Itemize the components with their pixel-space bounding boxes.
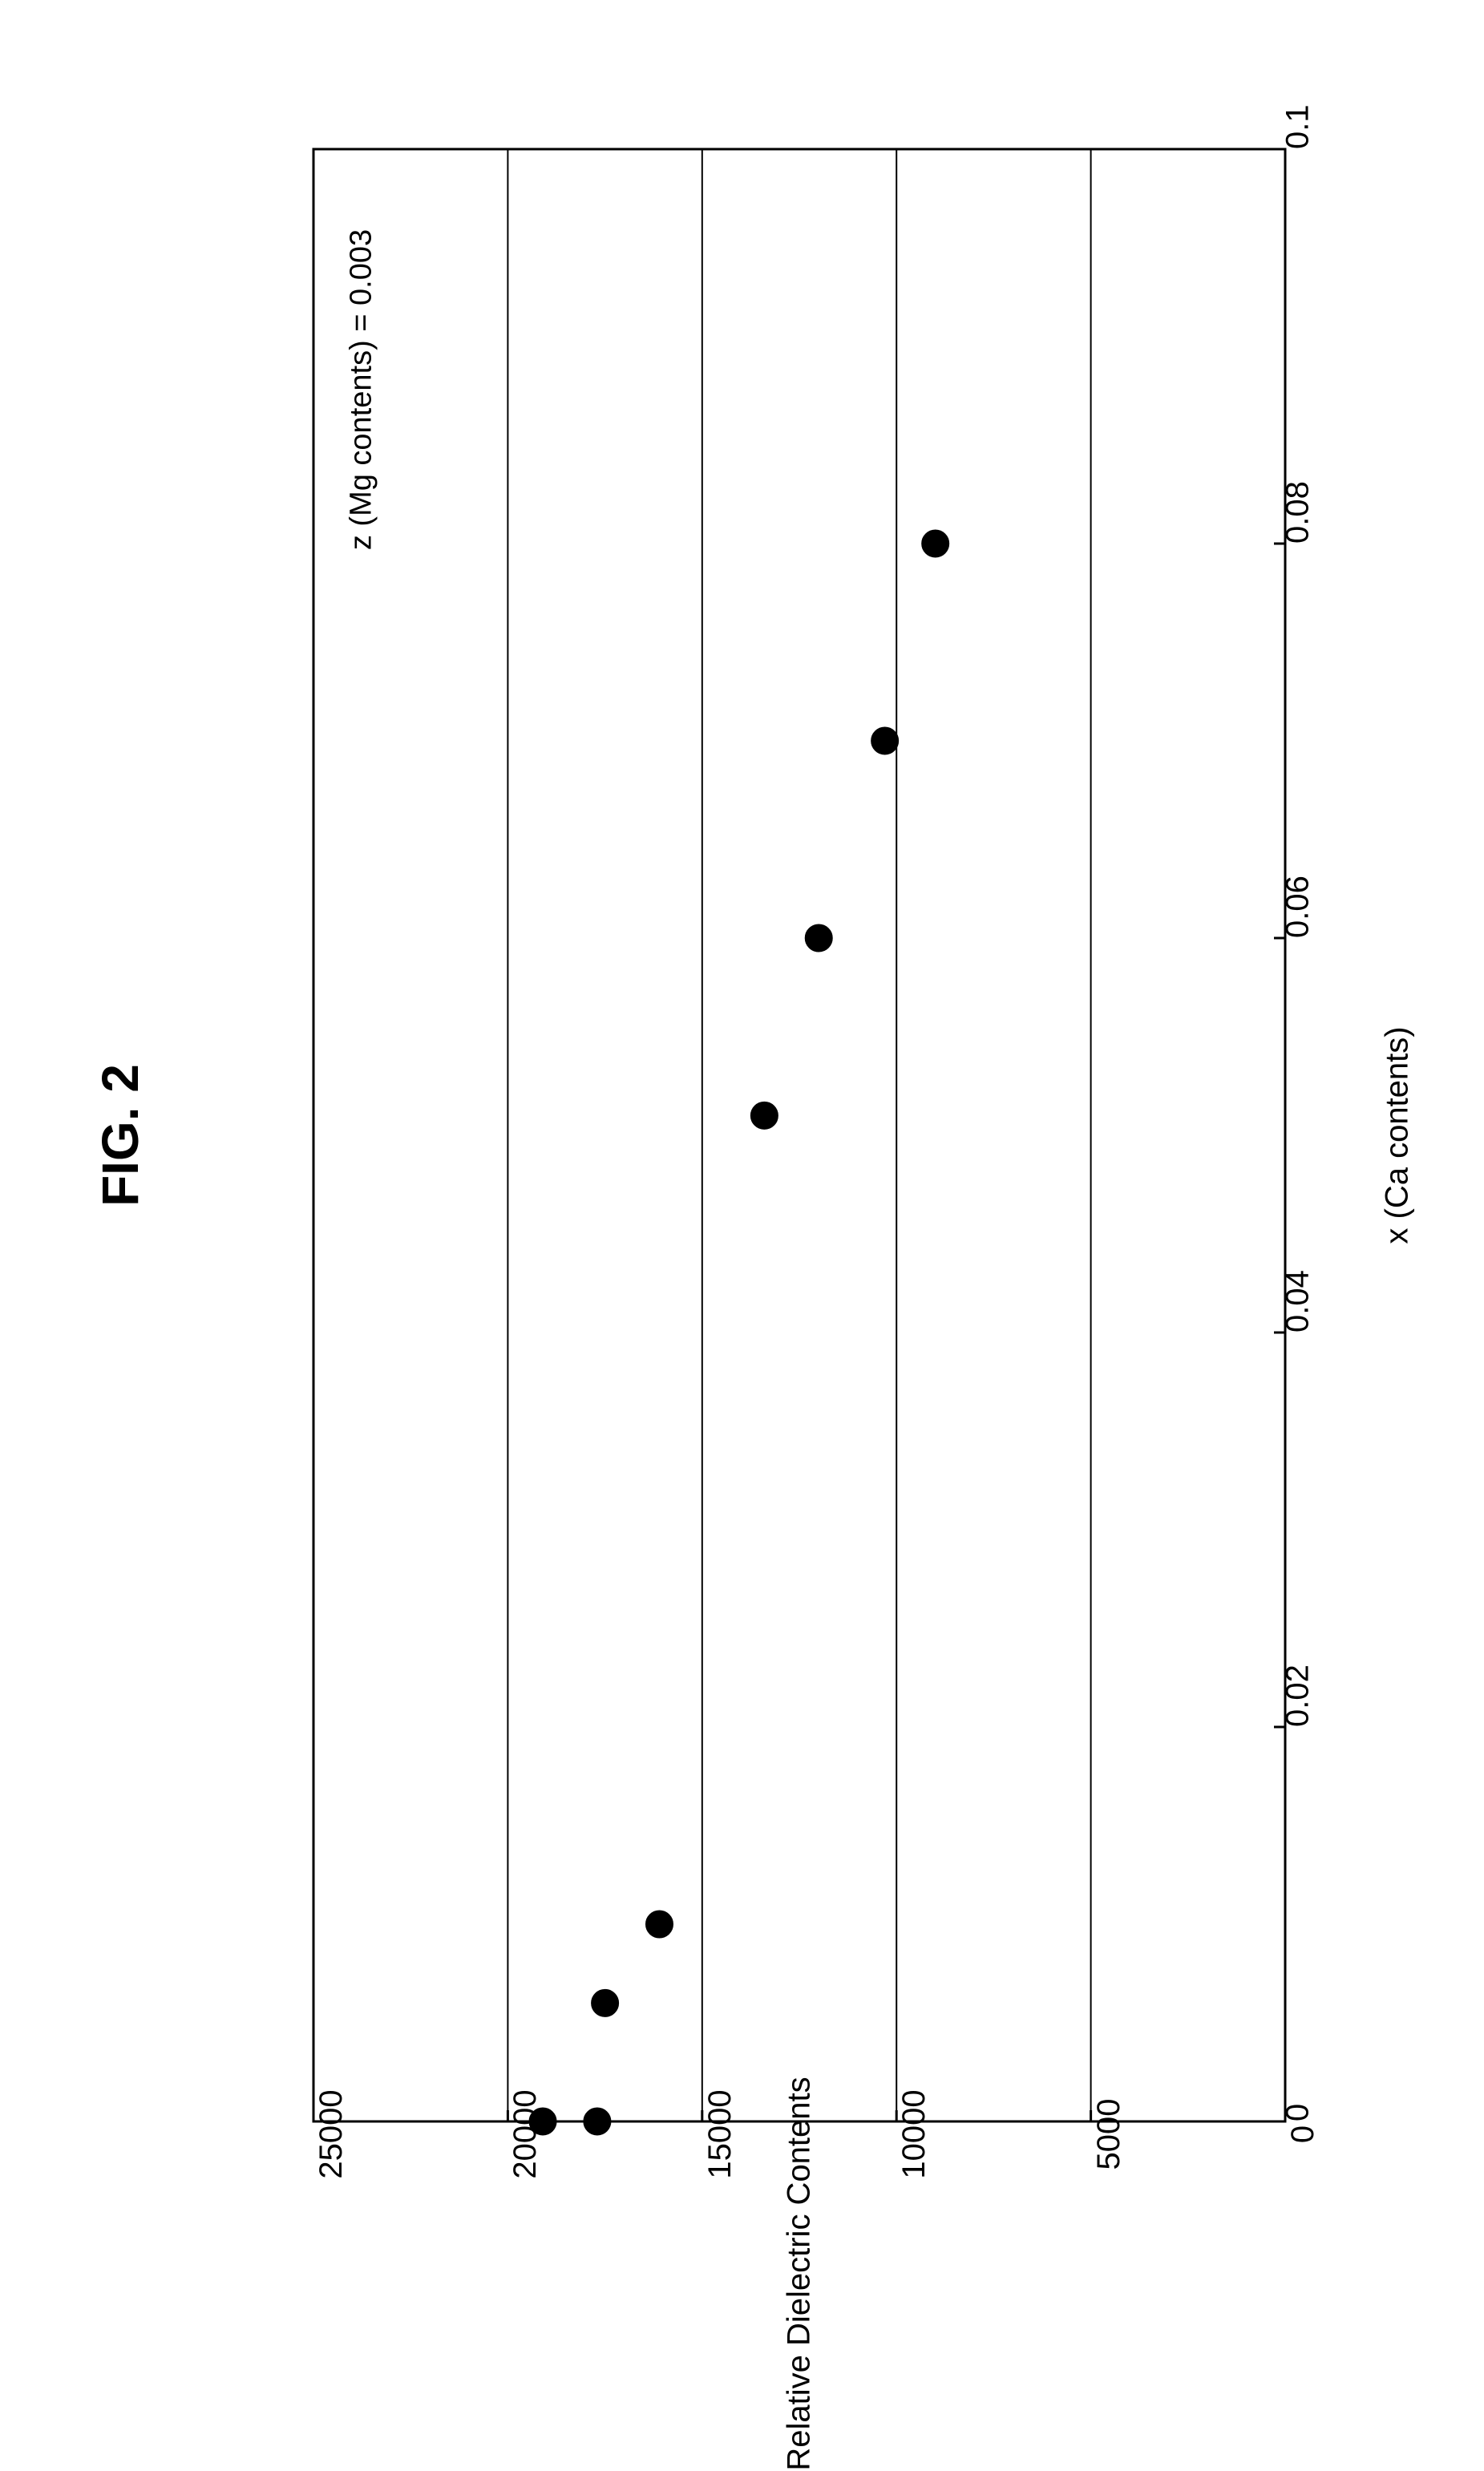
x-tick-label: 0.1	[1280, 104, 1316, 149]
y-tick-label: 15000	[702, 2089, 738, 2178]
legend-text: z (Mg contents) = 0.003	[345, 229, 379, 550]
scatter-plot	[0, 0, 1484, 2259]
x-tick-label: 0	[1280, 2104, 1316, 2121]
x-tick-label: 0.08	[1280, 481, 1316, 544]
x-tick-label: 0.02	[1280, 1664, 1316, 1727]
x-tick-label: 0.04	[1280, 1270, 1316, 1333]
y-tick-label: 0	[1285, 2125, 1321, 2143]
y-tick-label: 5000	[1091, 2099, 1127, 2170]
y-tick-label: 20000	[507, 2089, 544, 2178]
x-tick-label: 0.06	[1280, 876, 1316, 938]
y-tick-label: 10000	[896, 2089, 932, 2178]
y-axis-label: Relative Dielectric Contents	[782, 2077, 818, 2470]
y-tick-label: 25000	[313, 2089, 350, 2178]
x-axis-label: x (Ca contents)	[1380, 1026, 1416, 1244]
